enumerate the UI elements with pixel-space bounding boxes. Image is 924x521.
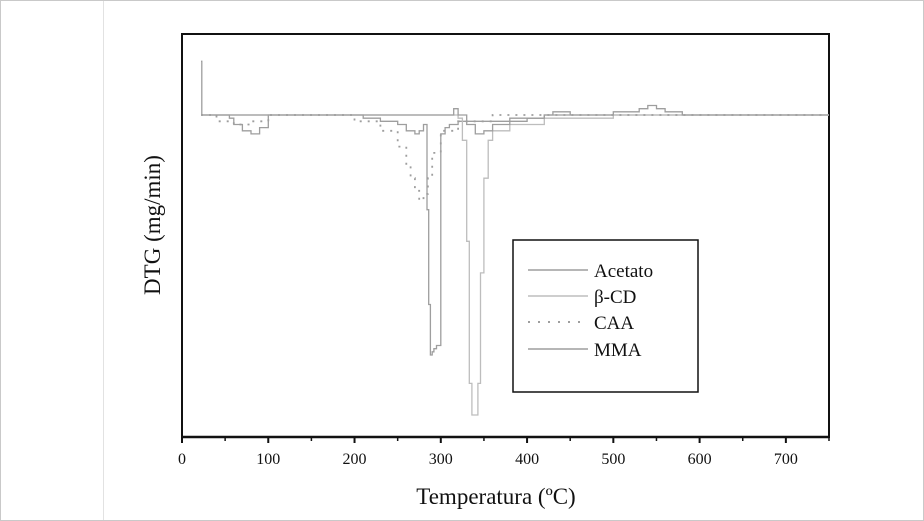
legend-box [512, 239, 699, 393]
legend-label-2: β-CD [594, 287, 636, 308]
x-tick-label: 300 [429, 451, 453, 468]
x-axis-title: Temperatura (ºC) [416, 484, 575, 509]
series-line-2 [201, 114, 829, 416]
x-tick-label: 500 [601, 451, 625, 468]
x-tick-label: 0 [178, 451, 186, 468]
left-divider [103, 1, 104, 520]
x-axis: 0 100 200 300 400 500 600 700 [178, 435, 830, 468]
plot-frame [181, 33, 830, 438]
series-line-3 [201, 114, 829, 202]
series-layer [201, 60, 829, 416]
series-line-4 [201, 60, 829, 135]
legend-label-1: Acetato [594, 261, 653, 282]
y-axis-title: DTG (mg/min) [140, 155, 165, 295]
x-tick-label: 100 [256, 451, 280, 468]
x-tick-label: 700 [774, 451, 798, 468]
legend-label-4: MMA [594, 340, 642, 361]
legend: Acetato β-CD CAA MMA [512, 239, 699, 393]
x-tick-label: 400 [515, 451, 539, 468]
legend-label-3: CAA [594, 313, 634, 334]
series-line-1 [201, 114, 829, 356]
x-tick-label: 600 [688, 451, 712, 468]
plot-border [181, 33, 830, 438]
x-tick-label: 200 [343, 451, 367, 468]
